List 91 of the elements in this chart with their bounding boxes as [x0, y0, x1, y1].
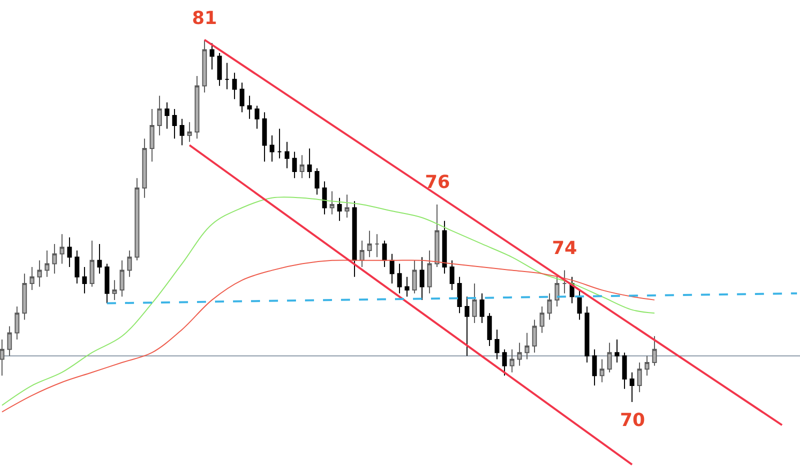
candlestick: [547, 292, 552, 320]
candlestick: [502, 348, 507, 376]
candlestick: [420, 256, 424, 300]
candlestick: [277, 128, 282, 159]
candlestick: [314, 168, 320, 196]
candlestick: [164, 102, 170, 130]
candlestick: [644, 355, 650, 376]
candlestick: [142, 138, 147, 198]
candlestick: [187, 122, 192, 142]
candlestick: [607, 342, 612, 373]
candlestick: [584, 306, 590, 363]
candlestick: [404, 276, 410, 298]
candlestick: [22, 273, 27, 320]
annotation: 74: [552, 238, 578, 259]
candlestick: [390, 253, 394, 284]
annotation: 76: [425, 172, 450, 193]
candlestick: [112, 280, 117, 300]
candlestick: [480, 292, 484, 324]
candlestick: [374, 234, 380, 258]
candlestick: [360, 240, 364, 268]
candlestick: [592, 348, 597, 386]
candlestick: [180, 118, 184, 146]
candlestick: [30, 266, 34, 291]
candlestick: [74, 250, 80, 284]
candlestick: [210, 42, 214, 70]
candlestick: [134, 178, 140, 261]
candlestick: [322, 180, 327, 215]
candlestick: [330, 190, 334, 215]
candlestick: [412, 260, 417, 294]
candlestick: [517, 342, 522, 366]
candlestick: [44, 250, 50, 278]
candlestick: [532, 319, 537, 354]
candlestick: [510, 348, 514, 373]
candlestick: [60, 234, 64, 264]
candlestick: [262, 112, 267, 162]
candlestick: [427, 250, 432, 294]
candlestick: [300, 154, 304, 179]
candlestick: [270, 134, 274, 162]
candlestick: [367, 230, 372, 258]
candlestick: [90, 240, 94, 288]
candlestick: [37, 260, 42, 288]
candlestick: [127, 250, 132, 278]
candlestick: [487, 312, 492, 347]
candlestick: [562, 270, 567, 294]
candlestick: [292, 151, 297, 179]
candlestick: [232, 72, 237, 100]
candlestick: [97, 243, 102, 274]
candlestick: [382, 240, 387, 268]
candlestick: [494, 329, 500, 360]
candlestick: [14, 306, 20, 340]
candlestick: [67, 236, 72, 268]
candlestick: [224, 62, 230, 90]
candlestick: [284, 141, 290, 169]
candlestick: [157, 95, 162, 136]
candlestick: [600, 358, 604, 383]
candlestick: [614, 338, 620, 363]
candlestick: [240, 82, 244, 113]
candlestick: [434, 204, 440, 268]
candlestick: [457, 276, 462, 314]
candlestick: [307, 148, 312, 179]
candlestick: [120, 260, 124, 298]
candlestick: [337, 197, 342, 222]
candlestick: [450, 260, 454, 291]
candlestick: [344, 194, 350, 218]
annotation: 81: [192, 8, 218, 29]
candlestick: [622, 352, 627, 390]
candlestick: [352, 200, 357, 278]
candlestick: [104, 263, 110, 304]
candlestick: [524, 332, 530, 360]
candlestick: [472, 282, 477, 324]
candlestick: [442, 220, 447, 274]
candlestick: [7, 326, 12, 356]
candlestick: [630, 372, 634, 402]
candlestick: [202, 39, 207, 94]
candlestick: [194, 76, 200, 140]
candlestick: [464, 296, 470, 356]
candlestick: [247, 95, 252, 120]
annotation: 70: [620, 410, 646, 431]
candlestick: [637, 362, 642, 393]
candlestick: [397, 263, 402, 294]
candlestick: [577, 290, 582, 320]
candlestick: [172, 108, 177, 140]
candlestick: [540, 306, 544, 334]
candlestick: [554, 276, 560, 308]
candlestick: [0, 338, 4, 376]
candlestick: [52, 243, 57, 274]
candlestick: [652, 336, 657, 366]
candlestick: [150, 108, 154, 162]
candlestick: [82, 266, 87, 294]
candlestick: [217, 52, 222, 86]
candlestick: [254, 105, 260, 130]
